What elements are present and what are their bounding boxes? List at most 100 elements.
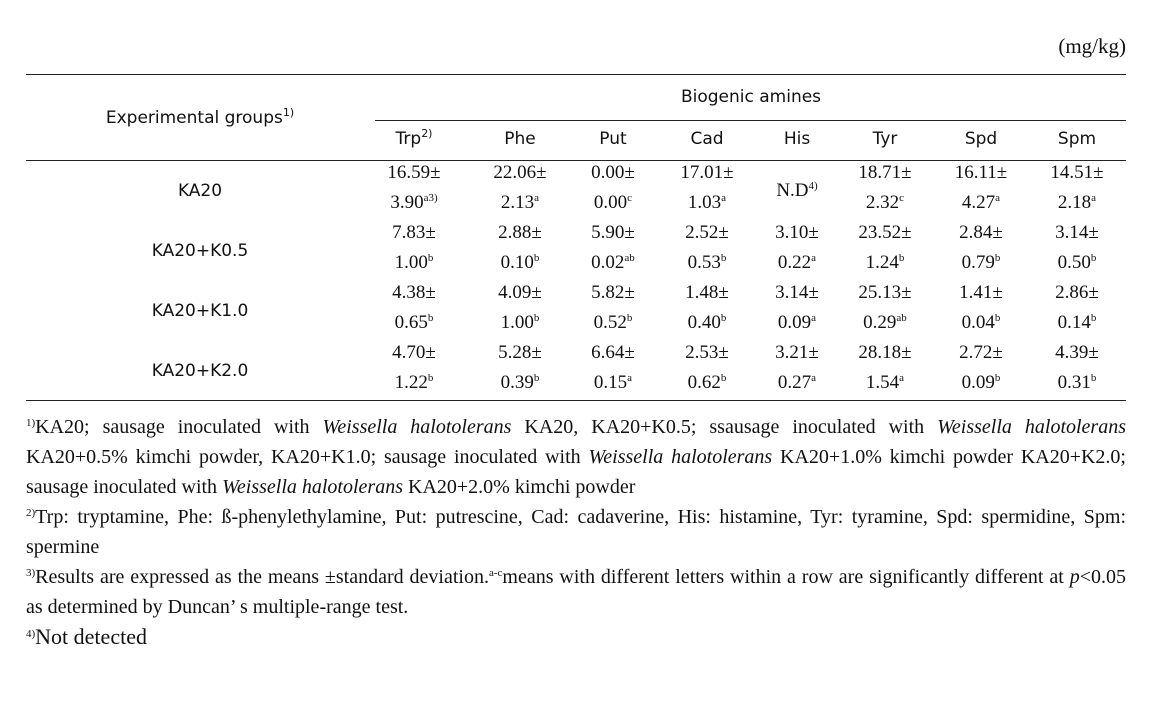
cell-letter: b xyxy=(533,252,540,264)
cell-letter: b xyxy=(898,252,905,264)
cell-sd-value: 0.65 xyxy=(394,312,428,333)
cell-mean: 6.64± xyxy=(591,342,635,363)
cell-letter: b xyxy=(994,252,1001,264)
cell-letter: b xyxy=(720,252,727,264)
cell-sd: 1.00b xyxy=(501,311,540,335)
cell-mean: 25.13± xyxy=(858,282,912,303)
cell-sd-value: 0.52 xyxy=(593,312,627,333)
column-header: Spd xyxy=(965,127,997,151)
cell-letter: a xyxy=(627,372,633,384)
cell-letter: a xyxy=(811,372,817,384)
footnote-text: Weissella halotolerans xyxy=(222,476,403,498)
cell-letter: c xyxy=(899,192,905,204)
cell-sd-value: 0.31 xyxy=(1057,372,1091,393)
cell-mean: 22.06± xyxy=(493,162,547,183)
footnote-text: KA20, KA20+K0.5; ssausage inoculated wit… xyxy=(511,416,938,438)
column-label: Spm xyxy=(1057,129,1097,149)
column-label: Trp xyxy=(395,129,422,149)
group-header-sup: 1) xyxy=(282,106,295,119)
cell-letter: b xyxy=(1090,252,1097,264)
cell-letter: a xyxy=(534,192,540,204)
column-label: Phe xyxy=(504,129,536,149)
footnote-text: Trp: tryptamine, Phe: ß-phenylethylamine… xyxy=(26,506,1126,558)
column-header: Trp2) xyxy=(396,127,433,151)
cell-sd: 0.53b xyxy=(688,251,727,275)
cell-sd: 0.62b xyxy=(688,371,727,395)
cell-letter: a xyxy=(995,192,1001,204)
cell-mean: 7.83± xyxy=(392,222,436,243)
cell-letter: b xyxy=(720,312,727,324)
cell-sd: 0.31b xyxy=(1058,371,1097,395)
cell-letter: b xyxy=(720,372,727,384)
cell-sd: 0.04b xyxy=(962,311,1001,335)
cell-sd-value: 0.15 xyxy=(593,372,628,393)
footnote-text: p xyxy=(1069,566,1080,588)
cell-sd: 0.27a xyxy=(778,371,816,395)
cell-mean: 5.28± xyxy=(498,342,542,363)
group-header: Experimental groups1) xyxy=(106,106,294,130)
footnote: 2)Trp: tryptamine, Phe: ß-phenylethylami… xyxy=(26,502,1126,562)
cell-mean: 4.38± xyxy=(392,282,436,303)
cell-mean: 23.52± xyxy=(858,222,912,243)
cell-sd: 2.13a xyxy=(501,191,539,215)
group-label: KA20 xyxy=(177,181,223,201)
cell-mean: 28.18± xyxy=(858,342,912,363)
footnote-sup: 4) xyxy=(26,628,36,640)
cell-sd-value: 2.13 xyxy=(500,192,535,213)
cell-sd: 4.27a xyxy=(962,191,1000,215)
bottom-rule xyxy=(26,400,1126,401)
group-label: KA20+K2.0 xyxy=(151,361,249,381)
cell-sd-value: 0.14 xyxy=(1057,312,1091,333)
span-header: Biogenic amines xyxy=(680,87,822,107)
cell-letter: b xyxy=(1090,372,1097,384)
cell-letter: a3) xyxy=(423,192,438,204)
footnote-text: KA20+1.0% kimchi powder KA20+K2.0; sausa… xyxy=(26,446,1126,498)
cell-letter: b xyxy=(626,312,633,324)
cell-mean: 2.72± xyxy=(959,342,1003,363)
cell: N.D4) xyxy=(776,179,817,203)
cell-sd: 0.09a xyxy=(778,311,816,335)
cell-mean: 16.11± xyxy=(954,162,1008,183)
cell-sd: 0.02ab xyxy=(591,251,635,275)
cell-sd-value: 1.00 xyxy=(500,312,534,333)
footnote-text: Weissella halotolerans xyxy=(322,416,512,438)
cell-sd-value: 0.00 xyxy=(593,192,628,213)
cell-sd: 0.15a xyxy=(594,371,632,395)
cell-letter: b xyxy=(427,372,434,384)
cell-letter: b xyxy=(1090,312,1097,324)
cell-mean: 5.90± xyxy=(591,222,635,243)
footnote-sup: 2) xyxy=(26,507,36,519)
cell-sd: 0.79b xyxy=(962,251,1001,275)
cell-mean: 5.82± xyxy=(591,282,635,303)
unit: (mg/kg) xyxy=(1058,34,1126,58)
cell-sd-value: 1.00 xyxy=(394,252,428,273)
cell-mean: 14.51± xyxy=(1050,162,1104,183)
cell-sd-value: 0.22 xyxy=(777,252,812,273)
cell-mean: 2.84± xyxy=(959,222,1003,243)
cell-sd-value: 0.29 xyxy=(863,312,897,333)
cell-sd-value: 0.09 xyxy=(961,372,995,393)
cell-letter: b xyxy=(994,312,1001,324)
cell-mean: 1.41± xyxy=(959,282,1003,303)
cell-sup: 4) xyxy=(808,180,818,192)
cell-sd: 0.39b xyxy=(501,371,540,395)
cell-sd-value: 2.18 xyxy=(1057,192,1092,213)
column-header: Tyr xyxy=(873,127,898,151)
footnote-text: KA20+2.0% kimchi powder xyxy=(403,476,636,498)
column-header: His xyxy=(784,127,810,151)
cell-mean: 4.39± xyxy=(1055,342,1099,363)
footnote-sup: 3) xyxy=(26,567,36,579)
cell-letter: b xyxy=(533,312,540,324)
cell-mean: 16.59± xyxy=(387,162,441,183)
cell-mean: 3.14± xyxy=(775,282,819,303)
cell-sd-value: 0.39 xyxy=(500,372,534,393)
column-sup: 2) xyxy=(421,127,433,140)
column-header: Cad xyxy=(690,127,723,151)
footnote-sup: 1) xyxy=(26,417,36,429)
column-label: His xyxy=(783,129,811,149)
footnote-text: KA20+0.5% kimchi powder, KA20+K1.0; saus… xyxy=(26,446,589,468)
cell-sd-value: 0.10 xyxy=(500,252,534,273)
cell-mean: 1.48± xyxy=(685,282,729,303)
cell-mean: 3.10± xyxy=(775,222,819,243)
